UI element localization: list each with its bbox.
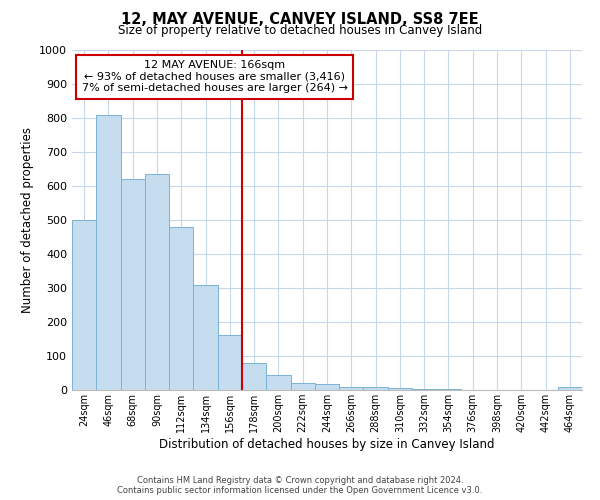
Bar xyxy=(315,384,339,390)
Bar xyxy=(266,374,290,390)
Text: 12 MAY AVENUE: 166sqm
← 93% of detached houses are smaller (3,416)
7% of semi-de: 12 MAY AVENUE: 166sqm ← 93% of detached … xyxy=(82,60,348,94)
Text: 12, MAY AVENUE, CANVEY ISLAND, SS8 7EE: 12, MAY AVENUE, CANVEY ISLAND, SS8 7EE xyxy=(121,12,479,28)
X-axis label: Distribution of detached houses by size in Canvey Island: Distribution of detached houses by size … xyxy=(159,438,495,451)
Bar xyxy=(290,382,315,390)
Bar xyxy=(121,179,145,390)
Bar xyxy=(242,363,266,390)
Bar xyxy=(193,284,218,390)
Bar xyxy=(412,389,436,390)
Bar xyxy=(388,388,412,390)
Bar xyxy=(72,220,96,390)
Text: Size of property relative to detached houses in Canvey Island: Size of property relative to detached ho… xyxy=(118,24,482,37)
Text: Contains HM Land Registry data © Crown copyright and database right 2024.
Contai: Contains HM Land Registry data © Crown c… xyxy=(118,476,482,495)
Y-axis label: Number of detached properties: Number of detached properties xyxy=(20,127,34,313)
Bar xyxy=(145,174,169,390)
Bar xyxy=(96,114,121,390)
Bar xyxy=(364,388,388,390)
Bar xyxy=(169,227,193,390)
Bar xyxy=(558,388,582,390)
Bar xyxy=(339,386,364,390)
Bar xyxy=(218,335,242,390)
